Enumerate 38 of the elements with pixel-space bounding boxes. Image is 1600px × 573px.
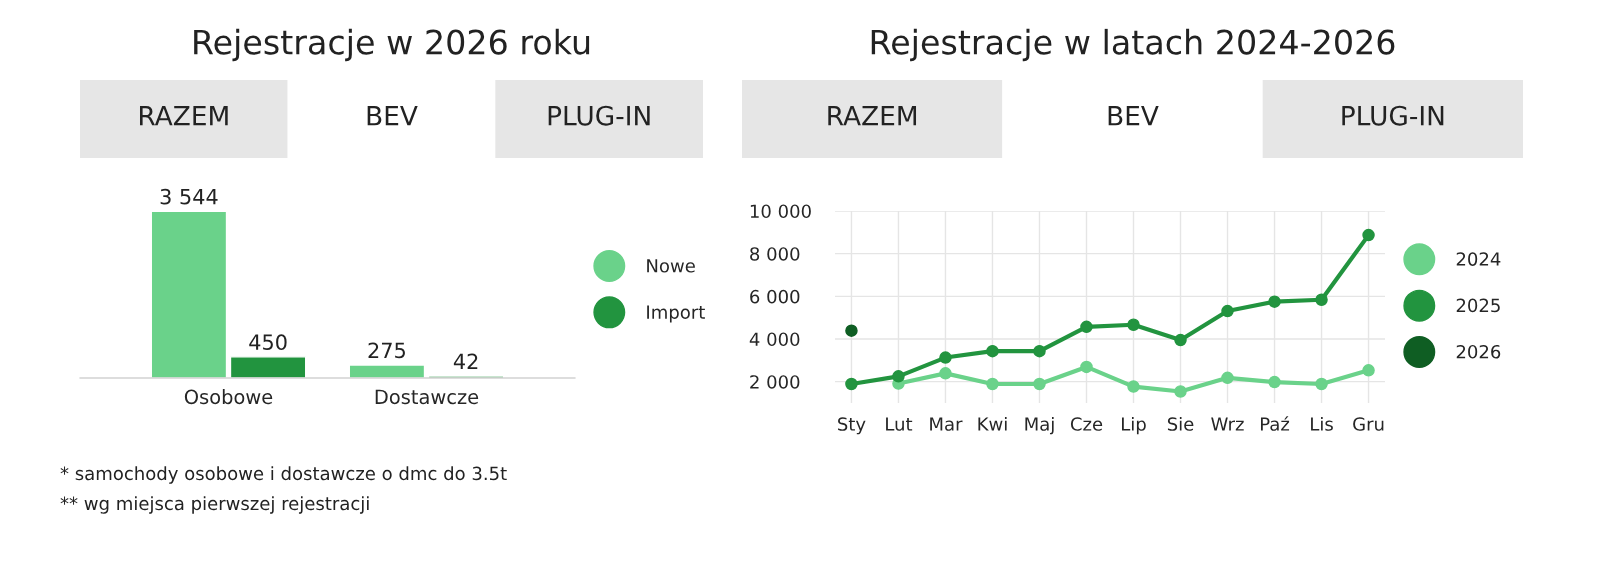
data-label: 450 — [249, 334, 287, 351]
text: RAZEM — [828, 106, 917, 126]
x-tick-label: Lut — [886, 417, 913, 431]
x-tick-label: Sie — [1167, 416, 1194, 431]
legend-label: 2025 — [1456, 298, 1500, 313]
text: PLUG-IN — [548, 105, 650, 126]
x-tick-label: Lip — [1122, 416, 1146, 435]
x-tick-label: Paź — [1260, 416, 1290, 431]
y-tick-label: 4 000 — [749, 332, 800, 347]
y-tick-label: 6 000 — [750, 289, 800, 304]
text: RAZEM — [140, 106, 228, 126]
y-tick-label: 8 000 — [750, 247, 800, 261]
data-label: 275 — [368, 342, 405, 359]
y-tick-label: 2 000 — [750, 375, 800, 389]
data-label: 42 — [453, 353, 478, 369]
chart-title: Rejestracje w 2026 roku — [194, 28, 590, 62]
legend-label: 2024 — [1456, 252, 1501, 266]
x-tick-label: Wrz — [1211, 417, 1244, 431]
x-tick-label: Maj — [1025, 416, 1054, 435]
data-label: 3 544 — [160, 188, 218, 205]
text: PLUG-IN — [1342, 105, 1444, 126]
text: ** wg miejsca pierwszej rejestracji — [60, 496, 369, 514]
text: BEV — [367, 106, 418, 126]
legend-label: Import — [647, 305, 705, 323]
x-tick-label: Mar — [930, 417, 963, 431]
x-tick-label: Dostawcze — [375, 389, 479, 405]
text: * samochody osobowe i dostawcze o dmc do 3.5t — [60, 466, 507, 484]
legend-label: 2026 — [1456, 344, 1501, 359]
x-tick-label: Gru — [1353, 417, 1384, 431]
legend-label: Nowe — [647, 259, 695, 273]
x-tick-label: Lis — [1311, 416, 1333, 431]
x-tick-label: Osobowe — [184, 389, 273, 405]
x-tick-label: Kwi — [978, 416, 1007, 431]
y-tick-label: 10 000 — [750, 204, 811, 219]
x-tick-label: Sty — [838, 417, 866, 435]
text: BEV — [1108, 106, 1159, 126]
x-tick-label: Cze — [1070, 417, 1103, 431]
chart-title: Rejestracje w latach 2024-2026 — [871, 28, 1395, 62]
